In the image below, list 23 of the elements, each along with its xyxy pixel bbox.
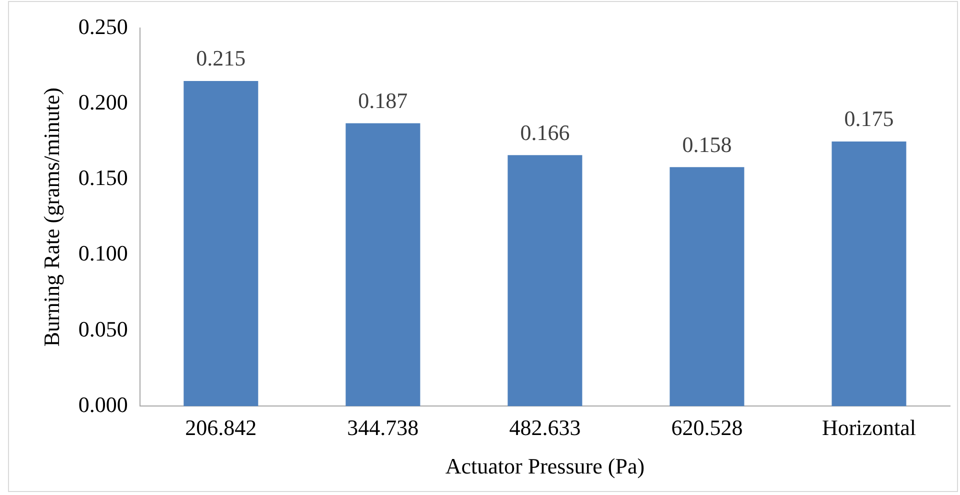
x-tick-label: 620.528 [671,415,743,440]
data-label: 0.187 [358,88,408,114]
x-tick-label: 206.842 [185,415,257,440]
bar [670,167,744,406]
bar [346,123,420,406]
data-label: 0.215 [196,46,246,71]
bar [184,80,258,406]
data-label: 0.175 [844,106,894,132]
y-tick-label: 0.100 [78,240,128,266]
y-tick-label: 0.250 [78,14,128,39]
bar [508,155,582,406]
bar [832,141,906,406]
y-axis-title: Burning Rate (grams/minute) [38,88,64,347]
x-axis-title: Actuator Pressure (Pa) [445,454,645,479]
y-tick-label: 0.000 [78,392,128,417]
y-tick-label: 0.150 [78,165,128,190]
x-tick-label: 482.633 [509,415,581,440]
data-label: 0.166 [520,120,570,145]
y-tick-label: 0.050 [78,316,128,342]
x-tick-label: Horizontal [822,415,916,440]
y-tick-label: 0.200 [78,89,128,114]
data-label: 0.158 [682,132,732,157]
x-tick-label: 344.738 [347,415,419,440]
